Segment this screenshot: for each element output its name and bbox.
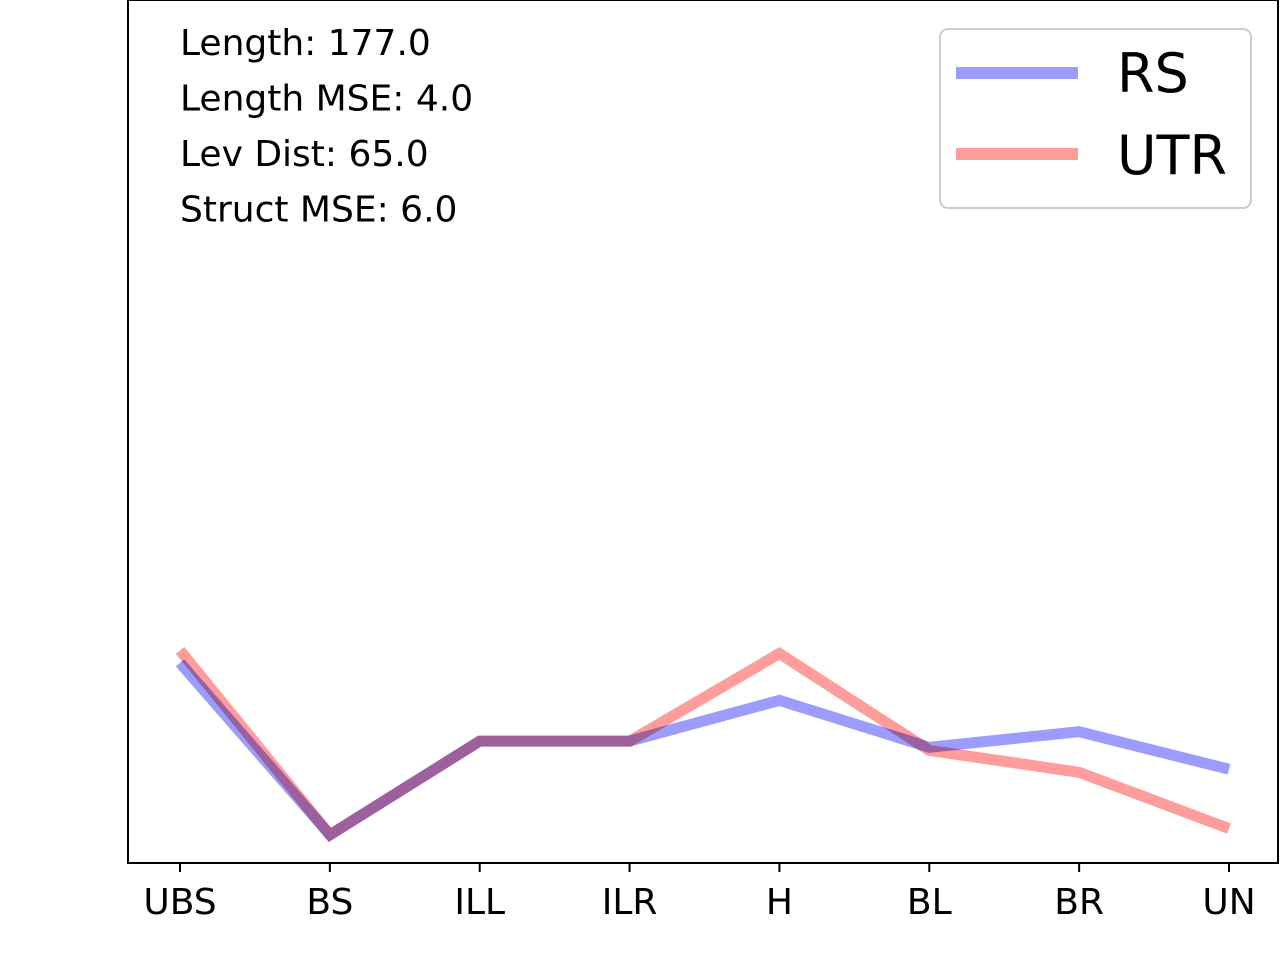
stat-annotation-2: Length MSE: 4.0 — [180, 79, 473, 120]
legend-label-rs: RS — [1117, 42, 1189, 105]
x-tick-label-bl: BL — [907, 882, 952, 923]
series-layer — [175, 646, 1231, 843]
x-tick-label-bs: BS — [306, 882, 353, 923]
x-tick-label-h: H — [766, 882, 793, 923]
x-tick-label-ubs: UBS — [143, 882, 216, 923]
stat-annotation-3: Lev Dist: 65.0 — [180, 134, 429, 175]
x-tick-label-ill: ILL — [454, 882, 505, 923]
x-tick-label-br: BR — [1054, 882, 1104, 923]
x-axis: UBS BS ILL ILR H BL BR UN — [143, 863, 1256, 923]
x-tick-label-un: UN — [1202, 882, 1255, 923]
legend: RS UTR — [939, 28, 1252, 209]
stat-annotation-1: Length: 177.0 — [180, 23, 431, 64]
x-tick-label-ilr: ILR — [602, 882, 658, 923]
stats-annotations: Length: 177.0 Length MSE: 4.0 Lev Dist: 65… — [180, 23, 473, 231]
stat-annotation-4: Struct MSE: 6.0 — [180, 190, 457, 231]
series-line-utr — [175, 646, 1231, 843]
legend-label-utr: UTR — [1117, 124, 1227, 187]
plot-area-frame — [127, 0, 1279, 864]
